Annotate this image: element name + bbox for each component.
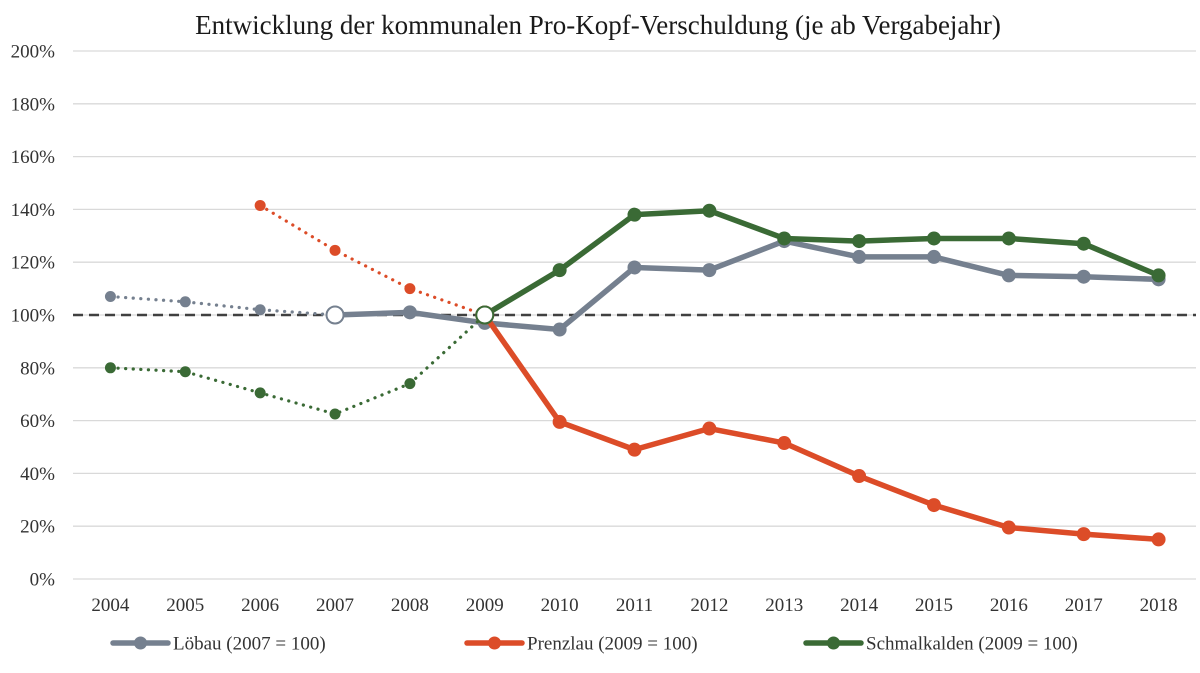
x-tick-label: 2005: [166, 595, 204, 616]
series-line-dotted: [108, 294, 337, 317]
legend-swatch-marker: [134, 636, 147, 650]
data-point: [1076, 527, 1091, 542]
y-tick-label: 140%: [11, 200, 56, 221]
data-point: [777, 231, 792, 246]
data-point: [404, 378, 416, 390]
data-point: [1001, 268, 1016, 283]
data-point: [552, 322, 567, 337]
series-line-dotted: [258, 203, 487, 317]
data-point: [254, 387, 266, 399]
y-tick-label: 100%: [11, 306, 56, 327]
legend-label: Löbau (2007 = 100): [173, 634, 326, 655]
data-point: [702, 421, 717, 436]
x-tick-label: 2015: [915, 595, 953, 616]
data-point: [1001, 520, 1016, 535]
x-tick-label: 2004: [91, 595, 130, 616]
data-point: [179, 296, 191, 308]
y-tick-label: 60%: [20, 411, 55, 432]
x-tick-label: 2012: [690, 595, 728, 616]
x-tick-label: 2011: [616, 595, 653, 616]
y-tick-label: 0%: [30, 570, 56, 591]
data-point: [702, 263, 717, 278]
legend-swatch-marker: [827, 636, 840, 650]
data-point: [852, 234, 867, 249]
data-point: [1151, 268, 1166, 283]
series-line: [332, 238, 1162, 333]
legend-label: Prenzlau (2009 = 100): [527, 634, 698, 655]
series-1: [254, 199, 1166, 547]
base-year-marker: [325, 305, 345, 325]
y-tick-label: 40%: [20, 464, 55, 485]
data-point: [926, 231, 941, 246]
x-tick-label: 2007: [316, 595, 354, 616]
data-point: [552, 263, 567, 278]
y-tick-label: 200%: [11, 42, 56, 63]
x-tick-label: 2009: [466, 595, 504, 616]
data-point: [402, 305, 417, 320]
x-tick-label: 2006: [241, 595, 279, 616]
chart-title: Entwicklung der kommunalen Pro-Kopf-Vers…: [195, 10, 1001, 40]
data-point: [329, 244, 341, 256]
data-point: [627, 260, 642, 275]
series-0: [104, 234, 1166, 337]
series-line: [482, 207, 1162, 318]
data-point: [1076, 236, 1091, 251]
x-tick-label: 2013: [765, 595, 803, 616]
data-point: [552, 414, 567, 429]
data-point: [852, 249, 867, 264]
y-tick-label: 80%: [20, 358, 55, 379]
y-tick-label: 180%: [11, 94, 56, 115]
data-point: [329, 408, 341, 420]
data-point: [104, 291, 116, 303]
data-point: [1151, 532, 1166, 547]
x-tick-label: 2008: [391, 595, 429, 616]
data-point: [627, 207, 642, 222]
x-tick-label: 2010: [541, 595, 579, 616]
x-tick-label: 2017: [1065, 595, 1103, 616]
data-point: [926, 249, 941, 264]
data-point: [1076, 269, 1091, 284]
data-point: [852, 469, 867, 484]
x-axis-tick-labels: 2004 2005 2006 2007 2008 2009 2010 2011 2012 2013…: [91, 595, 1177, 616]
y-tick-label: 120%: [11, 253, 56, 274]
data-point: [404, 283, 416, 295]
data-point: [1001, 231, 1016, 246]
series-layer: [104, 199, 1166, 547]
data-point: [179, 366, 191, 378]
series-line: [482, 312, 1162, 543]
base-year-marker: [475, 305, 495, 325]
x-tick-label: 2014: [840, 595, 879, 616]
x-tick-label: 2018: [1140, 595, 1178, 616]
y-tick-label: 20%: [20, 517, 55, 538]
data-point: [777, 436, 792, 451]
data-point: [926, 498, 941, 513]
legend-entry: Löbau (2007 = 100): [110, 634, 326, 655]
data-point: [104, 362, 116, 374]
series-2: [104, 203, 1166, 420]
legend-swatch-marker: [488, 636, 501, 650]
y-tick-label: 160%: [11, 147, 56, 168]
data-point: [254, 304, 266, 316]
data-point: [702, 203, 717, 218]
series-line-dotted: [108, 313, 487, 416]
legend: Löbau (2007 = 100) Prenzlau (2009 = 100) S…: [110, 634, 1078, 655]
data-point: [627, 442, 642, 457]
x-tick-label: 2016: [990, 595, 1028, 616]
y-axis-tick-labels: 0% 20% 40% 60% 80% 100% 120% 140% 160% 180% 200%: [11, 42, 56, 591]
legend-entry: Prenzlau (2009 = 100): [464, 634, 698, 655]
legend-entry: Schmalkalden (2009 = 100): [803, 634, 1078, 655]
data-point: [254, 199, 266, 211]
legend-label: Schmalkalden (2009 = 100): [866, 634, 1078, 655]
